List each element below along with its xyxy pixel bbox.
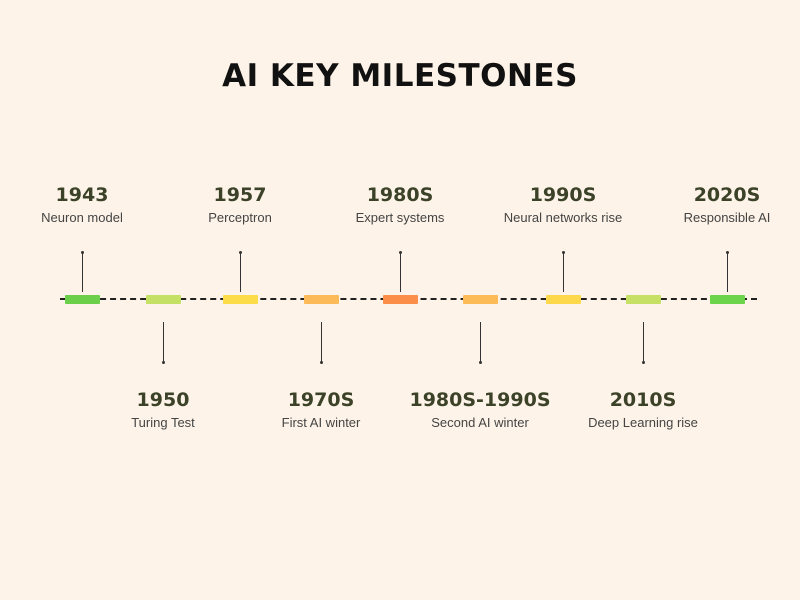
milestone-label: 1943 Neuron model [0, 184, 172, 225]
milestone-description: Turing Test [131, 415, 195, 430]
milestone-label: 1950 Turing Test [73, 389, 253, 430]
connector-dot [726, 251, 729, 254]
milestone-year: 2020S [693, 184, 761, 206]
milestone-marker [65, 295, 100, 304]
milestone-marker [223, 295, 258, 304]
milestone-year: 1957 [213, 184, 267, 206]
connector-line [563, 252, 564, 292]
milestone-marker [546, 295, 581, 304]
connector-dot [642, 361, 645, 364]
milestone-year: 1990S [529, 184, 597, 206]
milestone-description: Responsible AI [683, 210, 771, 225]
milestone-label: 1980S Expert systems [310, 184, 490, 225]
connector-dot [239, 251, 242, 254]
milestone-description: Perceptron [208, 210, 272, 225]
milestone-label: 2010S Deep Learning rise [553, 389, 733, 430]
milestone-description: Expert systems [355, 210, 445, 225]
milestone-description: Deep Learning rise [588, 415, 698, 430]
milestone-label: 1957 Perceptron [150, 184, 330, 225]
milestone-label: 1990S Neural networks rise [473, 184, 653, 225]
milestone-marker [463, 295, 498, 304]
milestone-label: 1970S First AI winter [231, 389, 411, 430]
connector-line [82, 252, 83, 292]
connector-line [727, 252, 728, 292]
milestone-marker [626, 295, 661, 304]
milestone-year: 1950 [136, 389, 190, 411]
connector-dot [162, 361, 165, 364]
connector-dot [320, 361, 323, 364]
milestone-year: 1980S-1990S [409, 389, 551, 411]
milestone-description: Neuron model [41, 210, 123, 225]
connector-dot [81, 251, 84, 254]
milestone-year: 1980S [366, 184, 434, 206]
connector-line [321, 322, 322, 362]
milestone-marker [146, 295, 181, 304]
connector-dot [562, 251, 565, 254]
milestone-label: 2020S Responsible AI [637, 184, 800, 225]
connector-dot [399, 251, 402, 254]
milestone-description: Neural networks rise [503, 210, 623, 225]
connector-dot [479, 361, 482, 364]
connector-line [643, 322, 644, 362]
page-title: AI KEY MILESTONES [222, 58, 578, 94]
milestone-marker [710, 295, 745, 304]
milestone-marker [383, 295, 418, 304]
milestone-year: 1943 [55, 184, 109, 206]
connector-line [163, 322, 164, 362]
connector-line [480, 322, 481, 362]
connector-line [240, 252, 241, 292]
milestone-year: 1970S [287, 389, 355, 411]
milestone-label: 1980S-1990S Second AI winter [390, 389, 570, 430]
milestone-description: Second AI winter [431, 415, 529, 430]
milestone-year: 2010S [609, 389, 677, 411]
milestone-description: First AI winter [281, 415, 361, 430]
milestone-marker [304, 295, 339, 304]
connector-line [400, 252, 401, 292]
